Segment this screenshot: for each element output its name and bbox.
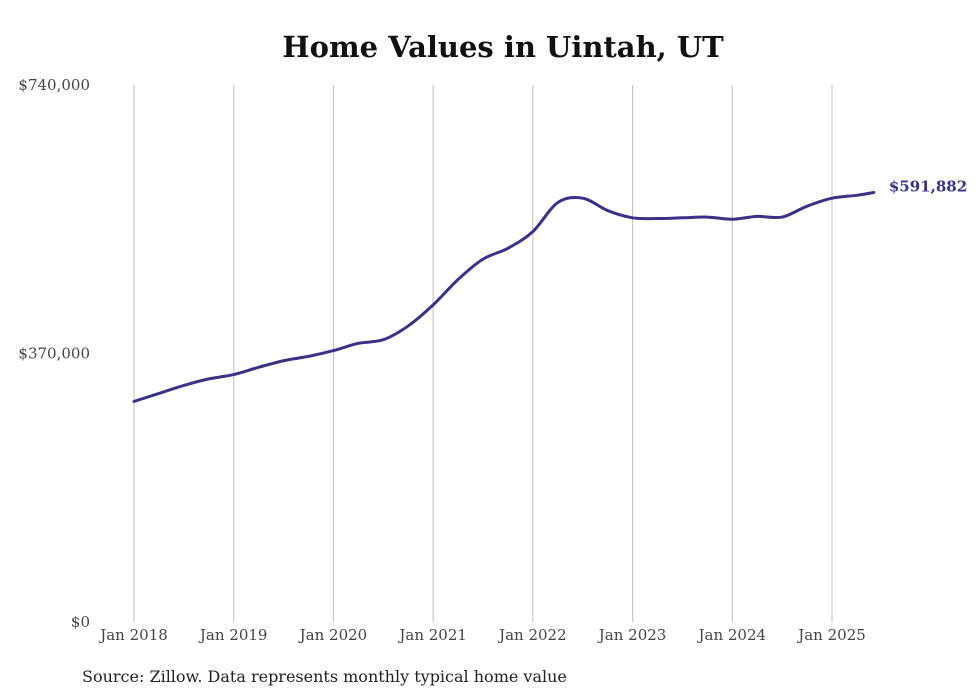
data-point <box>307 355 310 358</box>
series-line <box>132 190 876 403</box>
data-point <box>581 197 584 200</box>
data-point <box>332 349 335 352</box>
data-point <box>506 247 510 250</box>
data-point <box>207 377 210 381</box>
x-axis-ticks: Jan 2018 Jan 2019 Jan 2020 Jan 2021 Jan 2022… <box>98 626 866 644</box>
data-point <box>731 218 734 221</box>
x-tick-label: Jan 2018 <box>98 626 168 644</box>
gridlines <box>133 85 833 622</box>
chart-title: Home Values in Uintah, UT <box>282 30 724 64</box>
end-value-label: $591,882 <box>889 177 967 195</box>
data-point <box>830 197 834 200</box>
data-point <box>706 215 709 219</box>
x-tick-label: Jan 2020 <box>298 626 368 644</box>
x-tick-label: Jan 2021 <box>397 626 467 644</box>
data-point <box>431 303 435 307</box>
data-point <box>805 204 809 208</box>
x-tick-label: Jan 2019 <box>198 626 268 644</box>
x-tick-label: Jan 2022 <box>497 626 567 644</box>
data-point <box>780 215 784 219</box>
y-axis-ticks: $0 $370,000 $740,000 <box>18 76 90 631</box>
data-point <box>382 338 385 341</box>
data-point <box>606 209 609 212</box>
data-point <box>182 384 186 387</box>
x-tick-label: Jan 2023 <box>597 626 667 644</box>
x-tick-label: Jan 2024 <box>697 626 767 644</box>
data-point <box>282 359 285 362</box>
chart-plot: $0$370,000$740,000 Jan 2018 Jan 2019 Jan 2… <box>18 76 967 644</box>
data-point <box>855 194 859 197</box>
x-tick-label: Jan 2025 <box>796 626 866 644</box>
data-point <box>232 373 235 376</box>
data-point <box>681 216 684 219</box>
source-note: Source: Zillow. Data represents monthly … <box>82 667 567 686</box>
data-point <box>132 400 136 403</box>
data-point <box>407 324 410 328</box>
data-point <box>631 216 634 219</box>
data-point <box>456 278 460 281</box>
data-point <box>357 342 360 345</box>
data-point <box>531 230 535 233</box>
series-layer: $591,882 <box>132 177 967 403</box>
data-point <box>257 366 260 369</box>
data-point <box>656 217 659 220</box>
data-point <box>157 392 161 395</box>
y-tick-label: $0 <box>71 613 90 631</box>
data-point <box>556 201 559 204</box>
y-tick-label: $740,000 <box>18 76 90 94</box>
y-tick-label: $370,000 <box>18 345 90 363</box>
data-point <box>481 257 485 261</box>
data-point <box>756 215 759 218</box>
data-point <box>872 191 876 194</box>
